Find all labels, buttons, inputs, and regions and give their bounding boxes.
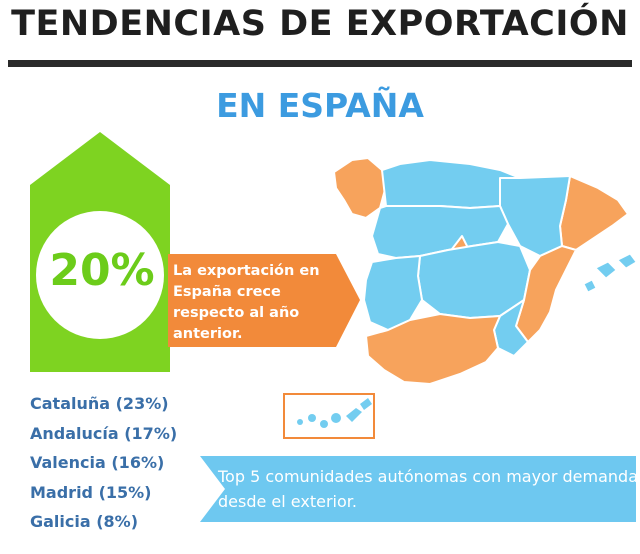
list-item: Andalucía (17%) (30, 423, 178, 443)
title-underline (8, 60, 632, 67)
map-region-cataluna (559, 175, 629, 251)
list-item: Cataluña (23%) (30, 394, 169, 413)
top-regions-caption: Top 5 comunidades autónomas con mayor de… (218, 467, 638, 511)
map-region-andalucia (365, 313, 501, 385)
map-region-baleares-2 (617, 253, 637, 269)
canary-islands-inset (283, 393, 375, 439)
growth-description: La exportación en España crece respecto … (173, 263, 320, 342)
top-regions-list: Cataluña (23%) Andalucía (17%) Valencia … (30, 389, 177, 537)
map-region-baleares-1 (595, 261, 617, 279)
map-region-baleares-3 (583, 279, 597, 293)
list-item: Valencia (16%) (30, 453, 165, 472)
list-item: Galicia (8%) (30, 512, 139, 531)
list-item: Madrid (15%) (30, 482, 152, 502)
spain-map (333, 157, 637, 385)
orange-callout-arrow (168, 254, 360, 347)
growth-percentage: 20% (49, 245, 155, 296)
page-subtitle: EN ESPAÑA (216, 86, 424, 125)
page-title: TENDENCIAS DE EXPORTACIÓN (11, 4, 629, 44)
map-region-galicia (333, 157, 387, 219)
percent-circle (36, 211, 164, 339)
map-region-valencia (515, 245, 577, 343)
blue-caption-banner (200, 456, 636, 522)
